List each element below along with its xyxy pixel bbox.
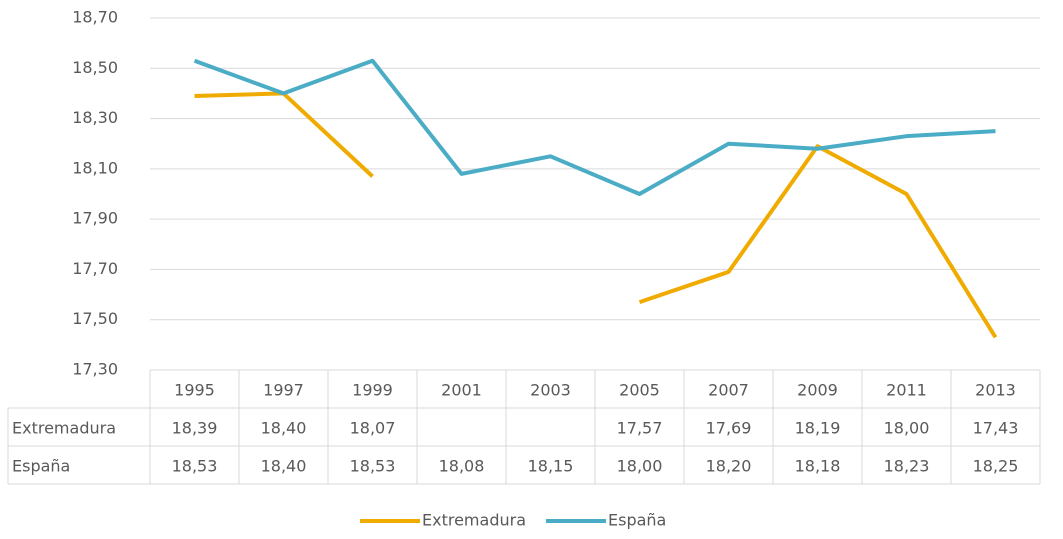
x-tick-label: 2001 bbox=[441, 381, 482, 400]
table-row-label: Extremadura bbox=[12, 419, 116, 438]
y-tick-label: 17,50 bbox=[72, 309, 118, 328]
x-tick-label: 1999 bbox=[352, 381, 393, 400]
y-tick-label: 17,30 bbox=[72, 360, 118, 379]
y-tick-label: 17,90 bbox=[72, 209, 118, 228]
y-tick-label: 18,10 bbox=[72, 158, 118, 177]
table-cell: 18,40 bbox=[261, 419, 307, 438]
table-cell: 18,25 bbox=[973, 457, 1019, 476]
table-cell: 18,07 bbox=[350, 419, 396, 438]
table-cell: 18,08 bbox=[439, 457, 485, 476]
table-cell: 17,69 bbox=[706, 419, 752, 438]
table-cell: 18,20 bbox=[706, 457, 752, 476]
table-cell: 18,15 bbox=[528, 457, 574, 476]
table-cell: 18,39 bbox=[172, 419, 218, 438]
y-tick-label: 18,70 bbox=[72, 8, 118, 27]
table-cell: 18,18 bbox=[795, 457, 841, 476]
table-cell: 17,43 bbox=[973, 419, 1019, 438]
table-cell: 18,53 bbox=[172, 457, 218, 476]
table-cell: 18,40 bbox=[261, 457, 307, 476]
table-cell: 18,53 bbox=[350, 457, 396, 476]
series-line bbox=[193, 58, 996, 196]
x-tick-label: 2005 bbox=[619, 381, 660, 400]
x-tick-label: 2013 bbox=[975, 381, 1016, 400]
x-tick-label: 2007 bbox=[708, 381, 749, 400]
table-cell: 17,57 bbox=[617, 419, 663, 438]
table-cell: 18,00 bbox=[884, 419, 930, 438]
x-tick-label: 1995 bbox=[174, 381, 215, 400]
table-cell: 18,00 bbox=[617, 457, 663, 476]
x-tick-label: 2011 bbox=[886, 381, 927, 400]
series-line bbox=[194, 91, 998, 339]
table-cell: 18,23 bbox=[884, 457, 930, 476]
x-tick-label: 2009 bbox=[797, 381, 838, 400]
table-cell: 18,19 bbox=[795, 419, 841, 438]
x-tick-label: 2003 bbox=[530, 381, 571, 400]
legend-label: Extremadura bbox=[422, 511, 526, 530]
x-tick-label: 1997 bbox=[263, 381, 304, 400]
y-tick-label: 18,50 bbox=[72, 58, 118, 77]
table-row-label: España bbox=[12, 457, 70, 476]
y-tick-label: 17,70 bbox=[72, 259, 118, 278]
y-tick-label: 18,30 bbox=[72, 108, 118, 127]
legend-label: España bbox=[608, 511, 666, 530]
